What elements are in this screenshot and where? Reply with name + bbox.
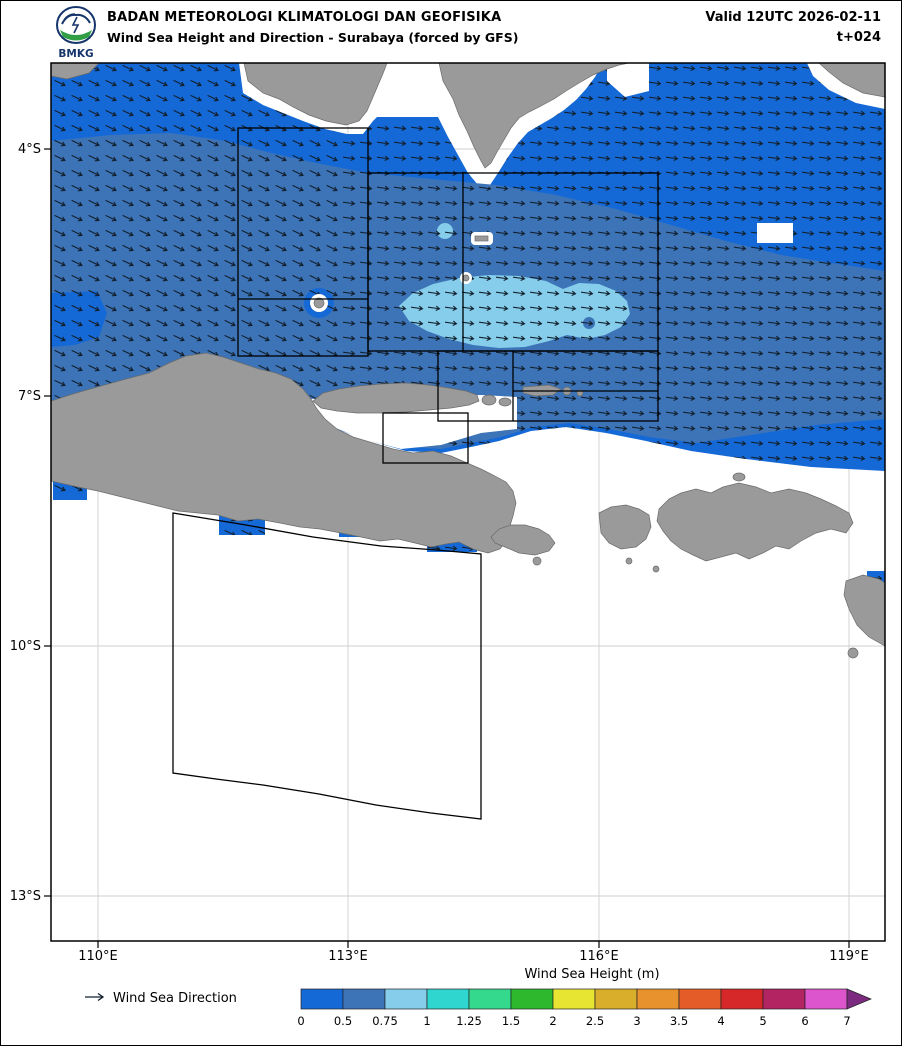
colorbar-segment xyxy=(468,988,512,1010)
land-top-left xyxy=(51,63,100,80)
lat-tick-label: 13°S xyxy=(10,889,41,904)
lon-tick-label: 119°E xyxy=(829,949,869,964)
land-masalembu-s xyxy=(462,274,470,282)
lat-tick-label: 4°S xyxy=(18,142,41,157)
land-lombok xyxy=(598,504,652,550)
longitude-axis: 110°E 113°E 116°E 119°E xyxy=(78,949,869,964)
land-bawean xyxy=(313,297,325,309)
colorbar-tick-label: 1.5 xyxy=(502,1014,520,1028)
axis-ticks xyxy=(44,148,850,948)
bmkg-logo: BMKG xyxy=(56,6,96,60)
zone-box-south-java xyxy=(172,512,482,820)
colorbar-tick-label: 3 xyxy=(633,1014,640,1028)
land-islet2 xyxy=(652,565,660,573)
map-frame xyxy=(50,62,886,942)
colorbar-segment xyxy=(636,988,680,1010)
colorbar-segment xyxy=(678,988,722,1010)
colorbar-tick-label: 2 xyxy=(549,1014,556,1028)
colorbar-tick-label: 5 xyxy=(759,1014,766,1028)
logo-text: BMKG xyxy=(58,48,93,60)
colorbar-tick-label: 4 xyxy=(717,1014,724,1028)
land-island-se xyxy=(847,647,859,659)
legend-arrow-icon xyxy=(85,992,105,1002)
colorbar-tick-label: 0.75 xyxy=(372,1014,398,1028)
lat-tick-label: 10°S xyxy=(10,639,41,654)
forecast-zone-boundaries xyxy=(172,127,659,820)
colorbar-ticks: 0 0.5 0.75 1 1.25 1.5 2 2.5 3 3.5 4 5 6 … xyxy=(297,1014,850,1028)
colorbar-segment xyxy=(552,988,596,1010)
zone-box-surabaya-strait xyxy=(382,412,469,464)
colorbar-segment xyxy=(300,988,344,1010)
product-title: Wind Sea Height and Direction - Surabaya… xyxy=(107,30,519,45)
land-borneo-west xyxy=(243,63,388,126)
colorbar xyxy=(300,988,872,1010)
lon-tick-label: 110°E xyxy=(78,949,118,964)
land-sapudi xyxy=(481,394,497,406)
agency-title: BADAN METEOROLOGI KLIMATOLOGI DAN GEOFIS… xyxy=(107,10,502,25)
colorbar-title: Wind Sea Height (m) xyxy=(524,967,659,982)
wind-direction-legend: Wind Sea Direction xyxy=(85,991,237,1006)
colorbar-segment xyxy=(594,988,638,1010)
valid-time: Valid 12UTC 2026-02-11 xyxy=(705,10,881,25)
land-flores-west xyxy=(843,574,885,647)
land-sumbawa xyxy=(656,482,854,562)
land-bali xyxy=(490,524,556,556)
colorbar-segment xyxy=(762,988,806,1010)
lon-tick-label: 116°E xyxy=(579,949,619,964)
lon-tick-label: 113°E xyxy=(328,949,368,964)
colorbar-segment xyxy=(804,988,848,1010)
logo-wave-icon xyxy=(60,30,92,41)
colorbar-tick-label: 2.5 xyxy=(586,1014,604,1028)
wave-height-legend: Wind Sea Height (m) 0 0.5 0.7 xyxy=(297,967,872,1028)
colorbar-tick-label: 1.25 xyxy=(456,1014,482,1028)
colorbar-segment xyxy=(720,988,764,1010)
lat-tick-label: 7°S xyxy=(18,389,41,404)
direction-legend-label: Wind Sea Direction xyxy=(113,991,237,1006)
colorbar-tick-label: 3.5 xyxy=(670,1014,688,1028)
forecast-step: t+024 xyxy=(836,30,881,45)
logo-lightning-icon xyxy=(71,16,80,34)
land-raas xyxy=(498,397,512,407)
land-moyo xyxy=(732,472,746,482)
land-borneo-east xyxy=(438,63,630,169)
latitude-axis: 4°S 7°S 10°S 13°S xyxy=(10,142,41,904)
colorbar-tick-label: 6 xyxy=(801,1014,808,1028)
colorbar-overflow-arrow xyxy=(846,988,872,1010)
land-nusa-penida xyxy=(532,556,542,566)
colorbar-tick-label: 0.5 xyxy=(334,1014,352,1028)
colorbar-tick-label: 1 xyxy=(423,1014,430,1028)
zone-box-southeast xyxy=(437,350,659,422)
colorbar-segment xyxy=(510,988,554,1010)
land-masalembu xyxy=(474,235,489,242)
colorbar-segment xyxy=(426,988,470,1010)
colorbar-tick-label: 0 xyxy=(297,1014,304,1028)
colorbar-segment xyxy=(384,988,428,1010)
land-top-right xyxy=(818,63,885,98)
logo-cloud-line-icon xyxy=(63,13,76,21)
colorbar-tick-label: 7 xyxy=(843,1014,850,1028)
land-islet1 xyxy=(625,557,633,565)
land-java xyxy=(51,352,517,554)
colorbar-segment xyxy=(342,988,386,1010)
